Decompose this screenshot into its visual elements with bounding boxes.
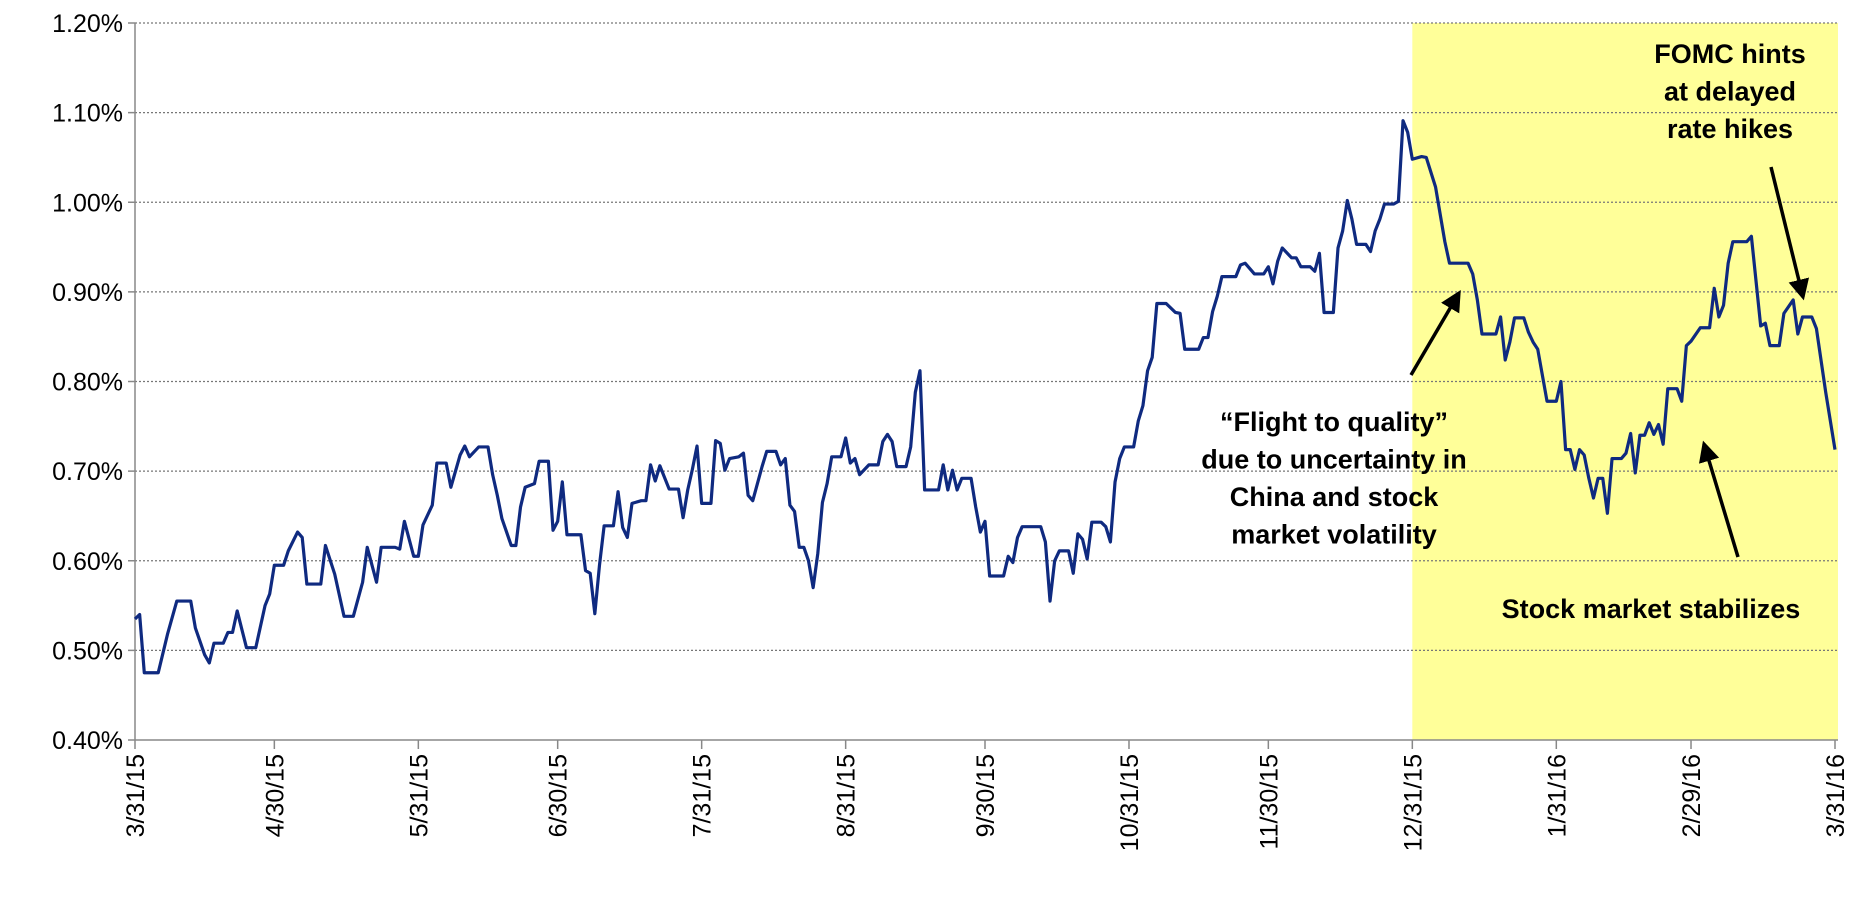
- annotation-text: rate hikes: [1667, 114, 1793, 144]
- x-tick-label: 11/30/15: [1255, 754, 1283, 849]
- annotation-text: FOMC hints: [1654, 39, 1805, 69]
- x-tick-label: 6/30/15: [545, 754, 573, 837]
- y-tick-label: 0.60%: [52, 548, 123, 576]
- y-tick-label: 0.80%: [52, 369, 123, 397]
- x-tick-label: 12/31/15: [1399, 754, 1427, 851]
- x-tick-label: 1/31/16: [1543, 754, 1571, 837]
- x-tick-label: 4/30/15: [261, 754, 289, 837]
- data-line: [133, 119, 1837, 675]
- y-tick-label: 1.20%: [52, 10, 123, 38]
- x-tick-label: 8/31/15: [833, 754, 861, 837]
- annotation-text: China and stock: [1230, 482, 1440, 512]
- x-tick-label: 3/31/15: [122, 754, 150, 837]
- y-tick-label: 0.50%: [52, 637, 123, 665]
- annotation-text: “Flight to quality”: [1220, 407, 1448, 437]
- annotation-arrow: [1698, 440, 1740, 558]
- x-tick-label: 9/30/15: [972, 754, 1000, 837]
- y-tick-label: 0.40%: [52, 727, 123, 755]
- annotation-text: due to uncertainty in: [1201, 445, 1467, 475]
- annotation-text: at delayed: [1664, 77, 1796, 107]
- x-tick-label: 3/31/16: [1822, 754, 1850, 837]
- annotation-arrow: [1409, 289, 1461, 376]
- y-tick-label: 1.00%: [52, 189, 123, 217]
- x-tick-label: 7/31/15: [689, 754, 717, 837]
- annotation-text: Stock market stabilizes: [1502, 594, 1801, 624]
- y-tick-label: 0.70%: [52, 458, 123, 486]
- x-tick-label: 10/31/15: [1116, 754, 1144, 851]
- y-tick-label: 1.10%: [52, 100, 123, 128]
- y-tick-label: 0.90%: [52, 279, 123, 307]
- annotation-arrow: [1769, 166, 1810, 301]
- annotation-text: market volatility: [1231, 520, 1437, 550]
- x-tick-label: 2/29/16: [1678, 754, 1706, 837]
- x-tick-label: 5/31/15: [405, 754, 433, 837]
